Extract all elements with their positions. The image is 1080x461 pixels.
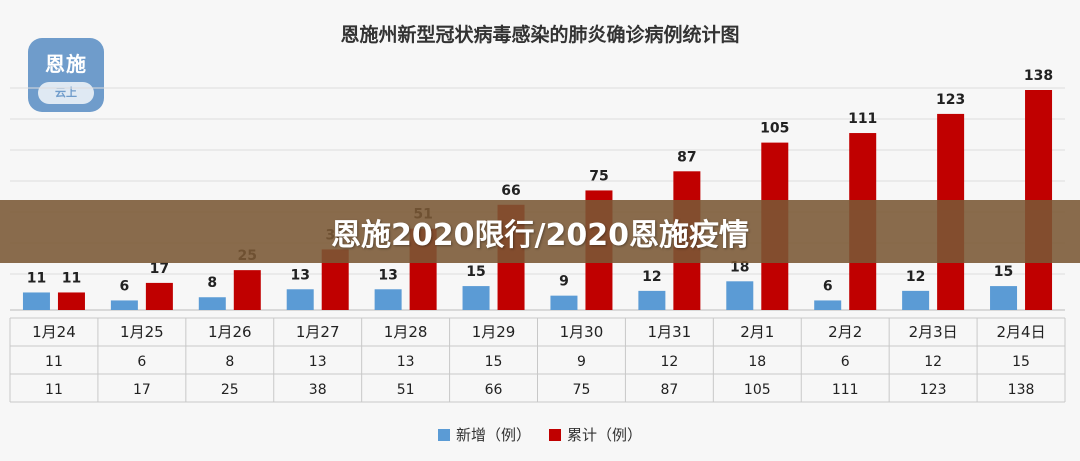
banner-text: 恩施2020限行/2020恩施疫情 <box>331 217 749 253</box>
data-label-total: 17 <box>150 261 169 277</box>
title-banner: 恩施2020限行/2020恩施疫情 <box>0 200 1080 263</box>
table-cell-total: 138 <box>1008 382 1035 398</box>
data-label-total: 123 <box>936 92 965 108</box>
bar-new <box>286 289 314 310</box>
data-label-new: 12 <box>642 269 661 285</box>
table-cell-total: 25 <box>221 382 239 398</box>
data-label-new: 6 <box>823 278 833 294</box>
category-tick-label: 1月27 <box>296 323 340 341</box>
legend-label-total: 累计（例） <box>567 426 643 444</box>
category-tick-label: 2月1 <box>740 323 774 341</box>
category-tick-label: 1月31 <box>648 323 692 341</box>
data-label-new: 11 <box>27 270 46 286</box>
table-cell-total: 17 <box>133 382 151 398</box>
data-label-new: 8 <box>207 275 217 291</box>
bar-total <box>233 270 261 310</box>
data-label-total: 105 <box>760 121 789 137</box>
table-cell-new: 13 <box>397 354 415 370</box>
table-cell-new: 13 <box>309 354 327 370</box>
category-tick-label: 1月29 <box>472 323 516 341</box>
legend-item-new: 新增（例） <box>437 424 531 445</box>
table-cell-total: 123 <box>920 382 947 398</box>
bar-new <box>198 297 226 310</box>
bar-new <box>638 290 666 310</box>
bar-new <box>902 290 930 310</box>
data-label-new: 6 <box>120 278 130 294</box>
bar-new <box>374 289 402 310</box>
data-label-total: 138 <box>1024 68 1053 84</box>
table-cell-total: 66 <box>485 382 503 398</box>
bar-new <box>22 292 50 310</box>
table-cell-new: 8 <box>225 354 234 370</box>
data-label-total: 11 <box>62 270 81 286</box>
table-cell-total: 111 <box>832 382 859 398</box>
data-label-new: 18 <box>730 259 749 275</box>
table-cell-new: 12 <box>660 354 678 370</box>
table-cell-total: 105 <box>744 382 771 398</box>
table-cell-total: 87 <box>660 382 678 398</box>
legend-item-total: 累计（例） <box>549 424 642 445</box>
data-label-new: 13 <box>290 267 309 283</box>
data-label-new: 13 <box>378 267 397 283</box>
table-cell-total: 75 <box>573 382 591 398</box>
category-tick-label: 1月25 <box>120 323 164 341</box>
data-label-total: 66 <box>501 183 520 199</box>
category-tick-label: 1月24 <box>32 323 76 341</box>
logo-text: 恩施 <box>45 52 87 76</box>
data-label-total: 87 <box>677 149 696 165</box>
bar-new <box>990 286 1018 310</box>
category-tick-label: 2月3日 <box>909 323 958 341</box>
data-label-new: 15 <box>466 264 485 280</box>
table-cell-total: 51 <box>397 382 415 398</box>
data-label-new: 9 <box>559 274 569 290</box>
chart-title: 恩施州新型冠状病毒感染的肺炎确诊病例统计图 <box>340 24 740 46</box>
bar-new <box>110 300 138 310</box>
table-cell-new: 15 <box>485 354 503 370</box>
bar-total <box>57 292 85 310</box>
enshi-logo: 恩施 云上 <box>28 38 104 112</box>
legend-swatch-total <box>549 428 561 441</box>
data-label-total: 75 <box>589 168 608 184</box>
table-cell-new: 9 <box>577 354 586 370</box>
category-tick-label: 1月30 <box>560 323 604 341</box>
table-cell-new: 11 <box>45 354 63 370</box>
table-cell-total: 11 <box>45 382 63 398</box>
bar-new <box>550 295 578 310</box>
data-label-total: 111 <box>848 111 877 127</box>
table-cell-total: 38 <box>309 382 327 398</box>
bar-new <box>814 300 842 310</box>
logo-subtext: 云上 <box>55 86 77 99</box>
legend-label-new: 新增（例） <box>455 426 531 444</box>
data-label-new: 15 <box>994 264 1013 280</box>
bar-new <box>462 286 490 310</box>
category-tick-label: 1月28 <box>384 323 428 341</box>
category-tick-label: 1月26 <box>208 323 252 341</box>
table-cell-new: 6 <box>137 354 146 370</box>
table-cell-new: 6 <box>841 354 850 370</box>
table-cell-new: 12 <box>924 354 942 370</box>
legend-swatch-new <box>437 428 450 441</box>
table-cell-new: 15 <box>1012 354 1030 370</box>
table-cell-new: 18 <box>748 354 766 370</box>
legend: 新增（例） 累计（例） <box>0 424 1080 445</box>
bar-new <box>726 281 754 310</box>
bar-total <box>145 282 173 310</box>
category-tick-label: 2月2 <box>828 323 862 341</box>
data-label-new: 12 <box>906 269 925 285</box>
category-tick-label: 2月4日 <box>996 323 1045 341</box>
